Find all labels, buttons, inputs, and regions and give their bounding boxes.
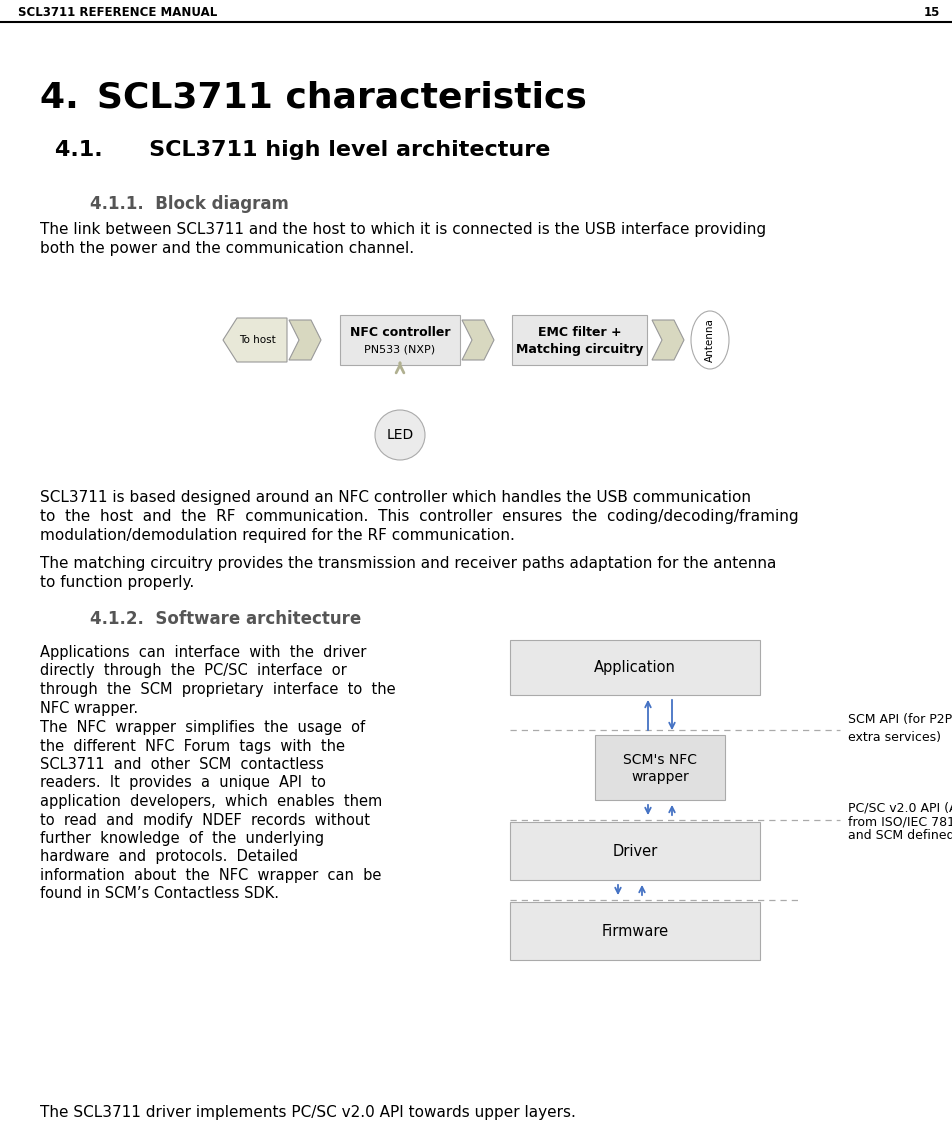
Text: directly  through  the  PC/SC  interface  or: directly through the PC/SC interface or [40, 664, 347, 679]
Text: SCM API (for P2P and: SCM API (for P2P and [847, 714, 952, 727]
Ellipse shape [690, 312, 728, 370]
Text: and SCM defined): and SCM defined) [847, 830, 952, 843]
Text: modulation/demodulation required for the RF communication.: modulation/demodulation required for the… [40, 528, 514, 543]
Text: to  the  host  and  the  RF  communication.  This  controller  ensures  the  cod: to the host and the RF communication. Th… [40, 509, 798, 524]
Text: both the power and the communication channel.: both the power and the communication cha… [40, 241, 414, 256]
Text: To host: To host [238, 335, 275, 345]
Polygon shape [288, 319, 321, 360]
Text: Matching circuitry: Matching circuitry [516, 343, 643, 357]
Text: 4. SCL3711 characteristics: 4. SCL3711 characteristics [40, 80, 586, 114]
Text: Driver: Driver [612, 844, 657, 858]
Text: further  knowledge  of  the  underlying: further knowledge of the underlying [40, 831, 324, 846]
FancyBboxPatch shape [340, 315, 460, 365]
FancyBboxPatch shape [594, 735, 724, 800]
Text: NFC wrapper.: NFC wrapper. [40, 700, 138, 715]
Polygon shape [462, 319, 493, 360]
Text: extra services): extra services) [847, 731, 940, 745]
Text: from ISO/IEC 7816-4: from ISO/IEC 7816-4 [847, 815, 952, 829]
Text: The matching circuitry provides the transmission and receiver paths adaptation f: The matching circuitry provides the tran… [40, 556, 776, 571]
Circle shape [374, 410, 425, 460]
Text: to  read  and  modify  NDEF  records  without: to read and modify NDEF records without [40, 813, 369, 828]
FancyBboxPatch shape [509, 902, 759, 960]
Text: Application: Application [593, 659, 675, 675]
Text: found in SCM’s Contactless SDK.: found in SCM’s Contactless SDK. [40, 887, 279, 902]
Text: The link between SCL3711 and the host to which it is connected is the USB interf: The link between SCL3711 and the host to… [40, 222, 765, 236]
Text: through  the  SCM  proprietary  interface  to  the: through the SCM proprietary interface to… [40, 682, 395, 697]
Text: Applications  can  interface  with  the  driver: Applications can interface with the driv… [40, 645, 366, 659]
Polygon shape [223, 318, 287, 362]
Text: 4.1.      SCL3711 high level architecture: 4.1. SCL3711 high level architecture [55, 140, 550, 160]
Text: SCL3711  and  other  SCM  contactless: SCL3711 and other SCM contactless [40, 757, 324, 772]
Text: readers.  It  provides  a  unique  API  to: readers. It provides a unique API to [40, 775, 326, 790]
Polygon shape [651, 319, 684, 360]
Text: SCL3711 REFERENCE MANUAL: SCL3711 REFERENCE MANUAL [18, 6, 217, 19]
FancyBboxPatch shape [509, 640, 759, 695]
Text: The  NFC  wrapper  simplifies  the  usage  of: The NFC wrapper simplifies the usage of [40, 720, 365, 735]
Text: application  developers,  which  enables  them: application developers, which enables th… [40, 794, 382, 810]
Text: PN533 (NXP): PN533 (NXP) [364, 345, 435, 355]
Text: The SCL3711 driver implements PC/SC v2.0 API towards upper layers.: The SCL3711 driver implements PC/SC v2.0… [40, 1105, 575, 1120]
Text: NFC controller: NFC controller [349, 325, 449, 339]
Text: PC/SC v2.0 API (ADPU: PC/SC v2.0 API (ADPU [847, 802, 952, 814]
Text: SCL3711 is based designed around an NFC controller which handles the USB communi: SCL3711 is based designed around an NFC … [40, 490, 750, 505]
Text: to function properly.: to function properly. [40, 575, 194, 590]
Text: information  about  the  NFC  wrapper  can  be: information about the NFC wrapper can be [40, 868, 381, 883]
Text: 4.1.1.  Block diagram: 4.1.1. Block diagram [89, 196, 288, 213]
Text: EMC filter +: EMC filter + [538, 325, 621, 339]
Text: 15: 15 [922, 6, 939, 19]
Text: the  different  NFC  Forum  tags  with  the: the different NFC Forum tags with the [40, 739, 345, 754]
Text: LED: LED [386, 428, 413, 442]
FancyBboxPatch shape [512, 315, 646, 365]
Text: Antenna: Antenna [704, 318, 714, 362]
Text: 4.1.2.  Software architecture: 4.1.2. Software architecture [89, 609, 361, 628]
Text: wrapper: wrapper [630, 771, 688, 785]
Text: hardware  and  protocols.  Detailed: hardware and protocols. Detailed [40, 849, 298, 864]
Text: Firmware: Firmware [601, 923, 668, 938]
Text: SCM's NFC: SCM's NFC [623, 753, 696, 766]
FancyBboxPatch shape [509, 822, 759, 880]
